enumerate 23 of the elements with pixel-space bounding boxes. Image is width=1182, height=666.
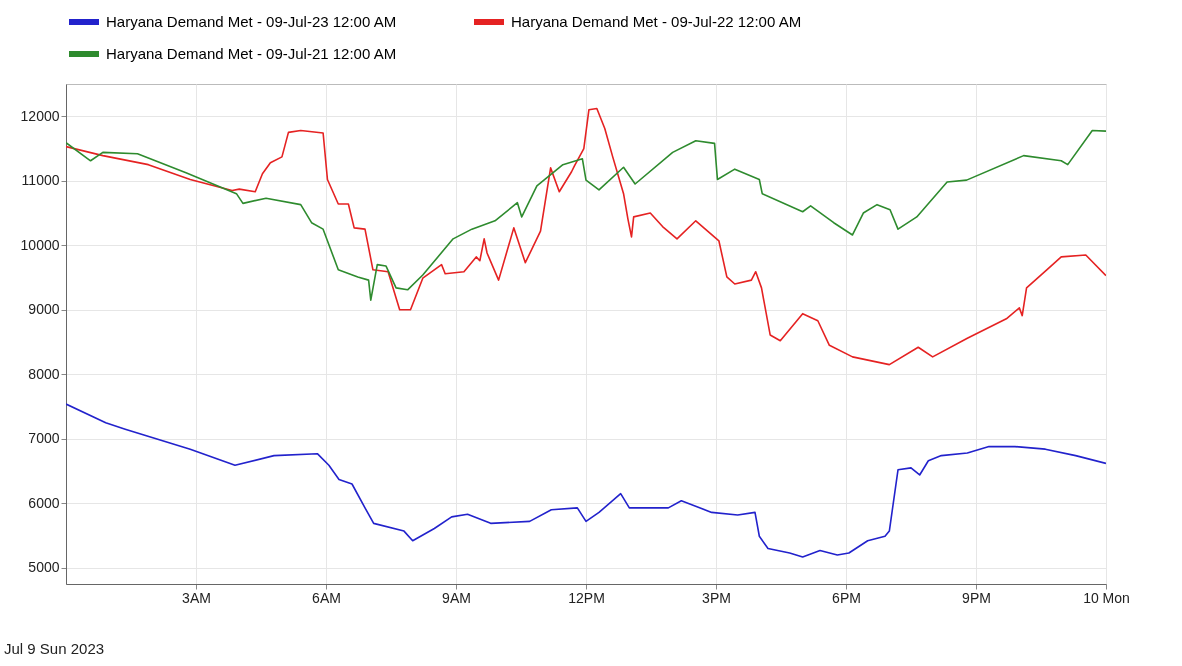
x-tick-label: 10 Mon (1083, 589, 1130, 606)
line-series (66, 107, 1106, 366)
text: Jul 9 Sun 2023 (4, 640, 105, 657)
line-series (66, 129, 1106, 301)
y-tick-label: 6000 (28, 494, 60, 511)
y-tick-label: 12000 (20, 107, 60, 124)
legend-label: Haryana Demand Met - 09-Jul-23 12:00 AM (106, 13, 397, 30)
x-tick-label: 9AM (442, 589, 471, 606)
legend-label: Haryana Demand Met - 09-Jul-22 12:00 AM (511, 13, 802, 30)
y-tick-label: 11000 (21, 172, 60, 189)
x-tick-label: 3PM (702, 589, 731, 606)
x-tick-label: 9PM (962, 589, 991, 606)
y-tick-label: 10000 (20, 236, 60, 253)
x-tick-label: 6AM (312, 589, 341, 606)
y-tick-label: 9000 (28, 301, 60, 318)
x-tick-label: 3AM (182, 589, 211, 606)
x-tick-label: 6PM (832, 589, 861, 606)
x-tick-label: 12PM (568, 589, 605, 606)
y-tick-label: 7000 (28, 430, 60, 447)
y-tick-label: 5000 (28, 559, 60, 576)
line-series (66, 403, 1106, 558)
y-tick-label: 8000 (28, 365, 60, 382)
legend-label: Haryana Demand Met - 09-Jul-21 12:00 AM (106, 45, 397, 62)
